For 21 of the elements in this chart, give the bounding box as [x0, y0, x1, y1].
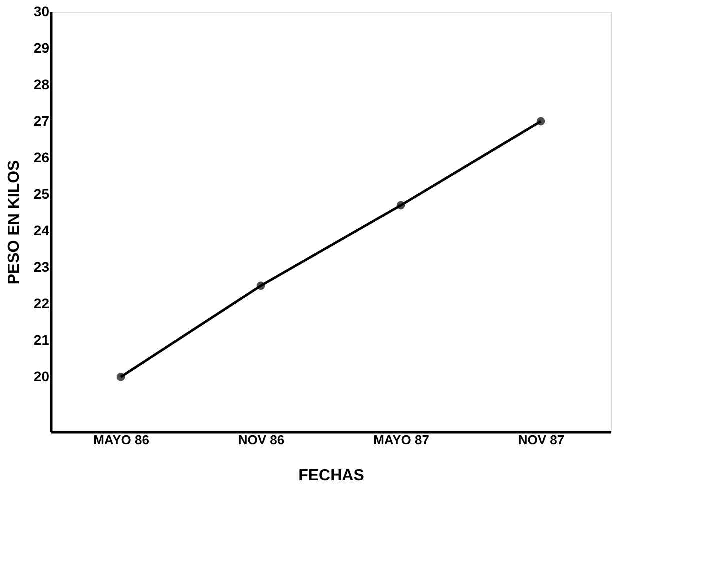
- y-tick-label: 29: [34, 40, 50, 56]
- y-tick-label: 23: [34, 259, 50, 276]
- y-tick-label: 25: [34, 186, 50, 202]
- y-tick-label: 26: [34, 150, 50, 166]
- point: [396, 201, 406, 210]
- x-tick-label: MAYO 87: [374, 432, 430, 448]
- y-axis-title: PESO EN KILOS: [6, 160, 23, 285]
- x-axis-title: FECHAS: [298, 468, 365, 484]
- y-tick-label: 30: [34, 4, 50, 20]
- y-tick-label: 24: [34, 222, 50, 239]
- x-tick-label: NOV 87: [518, 432, 565, 448]
- x-tick-label: NOV 86: [238, 432, 285, 448]
- y-tick-label: 27: [34, 113, 50, 130]
- point: [116, 373, 126, 382]
- y-tick-label: 20: [34, 368, 50, 385]
- point: [536, 117, 546, 126]
- y-tick-label: 21: [34, 332, 50, 348]
- y-tick-label: 22: [34, 296, 50, 312]
- x-tick-label: MAYO 86: [94, 432, 150, 448]
- y-tick-label: 28: [34, 76, 50, 93]
- point: [256, 282, 266, 290]
